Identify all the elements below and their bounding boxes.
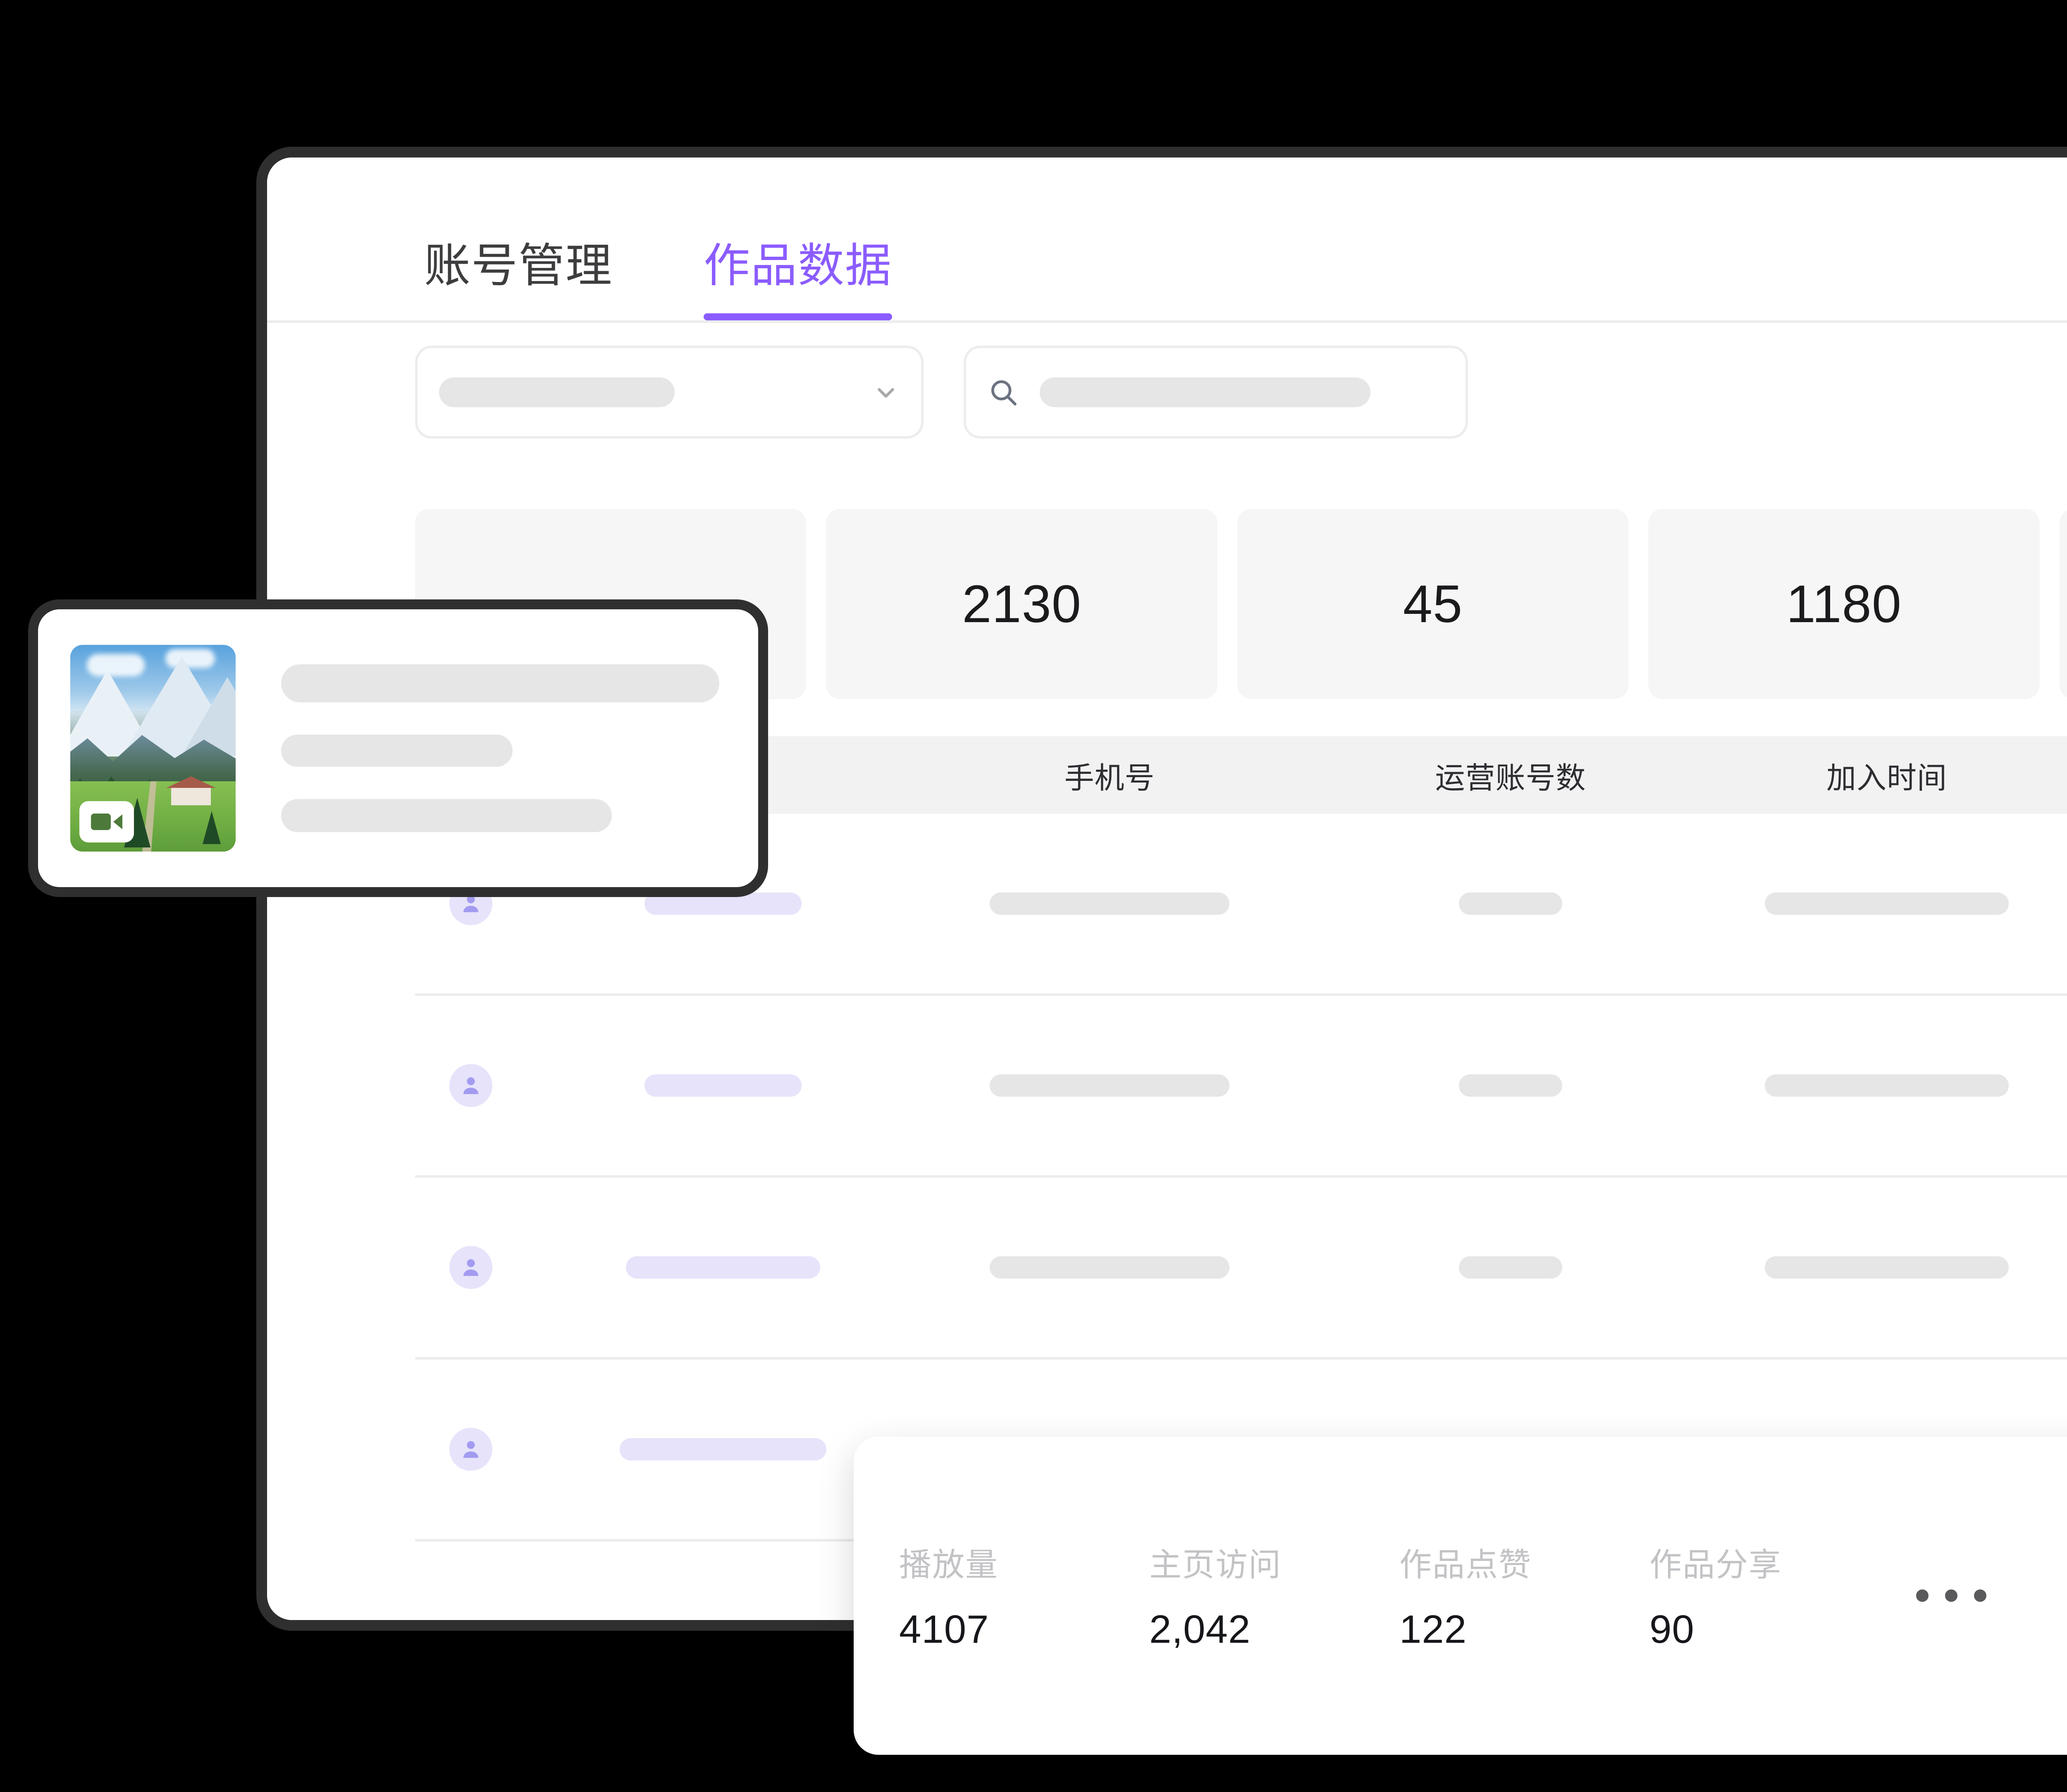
avatar-cell [415, 1246, 527, 1289]
stat-card: 90 [2059, 509, 2067, 699]
metric-label: 作品分享 [1649, 1546, 1782, 1583]
accounts-cell [1300, 1074, 1721, 1097]
avatar-cell [415, 1064, 527, 1107]
user-icon [463, 1441, 479, 1458]
metric-label: 作品点赞 [1399, 1546, 1532, 1583]
video-card-line-3 [281, 799, 612, 832]
metric-label: 主页访问 [1149, 1546, 1282, 1583]
join-time-cell [1721, 892, 2052, 915]
toolbar: 导出 [267, 323, 2067, 468]
column-header-phone: 手机号 [1064, 761, 1155, 795]
stat-value: 2130 [962, 574, 1081, 634]
filter-select-placeholder [439, 377, 675, 407]
phone-cell [919, 1074, 1300, 1097]
metric-value: 2,042 [1149, 1607, 1251, 1651]
phone-cell [919, 1256, 1300, 1279]
stat-card: 1180 [1648, 509, 2040, 699]
tab-works-data[interactable]: 作品数据 [704, 243, 892, 320]
join-time-cell [1721, 1074, 2052, 1097]
stat-cards: 2130 45 1180 90 [415, 509, 2067, 699]
user-icon [463, 1259, 479, 1276]
video-card-line-1 [281, 664, 719, 702]
stat-card: 2130 [826, 509, 1217, 699]
video-card-skeleton-lines [281, 664, 719, 832]
video-thumbnail [70, 645, 236, 852]
chevron-down-icon [872, 379, 900, 406]
join-time-cell [1721, 1256, 2052, 1279]
role-cell [2052, 1256, 2067, 1279]
search-placeholder [1040, 377, 1370, 407]
filter-select[interactable] [415, 346, 924, 439]
metric-label: 播放量 [899, 1546, 999, 1583]
stat-value: 45 [1403, 574, 1463, 634]
table-row[interactable] [415, 996, 2067, 1178]
search-input[interactable] [964, 346, 1468, 439]
avatar [449, 1064, 492, 1107]
metric-shares: 作品分享 90 [1649, 1539, 1900, 1652]
user-icon [463, 1077, 479, 1094]
stat-value: 1180 [1786, 574, 1902, 634]
name-cell [527, 1438, 919, 1460]
metric-value: 4107 [899, 1607, 989, 1651]
video-camera-icon [79, 801, 134, 842]
name-cell [527, 1256, 919, 1279]
role-cell [2052, 1074, 2067, 1097]
stat-card: 45 [1237, 509, 1629, 699]
metric-likes: 作品点赞 122 [1399, 1539, 1649, 1652]
video-preview-card[interactable] [28, 599, 768, 897]
tab-bar: 账号管理 作品数据 [267, 157, 2067, 323]
avatar [449, 1428, 492, 1471]
search-icon [988, 377, 1019, 408]
accounts-cell [1300, 892, 1721, 915]
column-header-join-time: 加入时间 [1826, 761, 1947, 795]
video-card-line-2 [281, 735, 513, 767]
avatar-cell [415, 1428, 527, 1471]
accounts-cell [1300, 1256, 1721, 1279]
phone-cell [919, 892, 1300, 915]
user-icon [463, 895, 479, 912]
more-horizontal-icon[interactable] [1916, 1589, 1986, 1602]
column-header-role: 角色 [2052, 754, 2067, 797]
metric-plays: 播放量 4107 [899, 1539, 1149, 1652]
metric-value: 90 [1649, 1607, 1695, 1651]
metric-value: 122 [1399, 1607, 1467, 1651]
tab-account-management[interactable]: 账号管理 [424, 240, 613, 291]
column-header-accounts: 运营账号数 [1435, 761, 1586, 795]
metrics-card: 播放量 4107 主页访问 2,042 作品点赞 122 作品分享 90 [854, 1436, 2067, 1755]
metric-profile-visits: 主页访问 2,042 [1149, 1539, 1399, 1652]
avatar [449, 1246, 492, 1289]
table-row[interactable] [415, 1178, 2067, 1360]
role-cell [2052, 892, 2067, 915]
name-cell [527, 1074, 919, 1097]
